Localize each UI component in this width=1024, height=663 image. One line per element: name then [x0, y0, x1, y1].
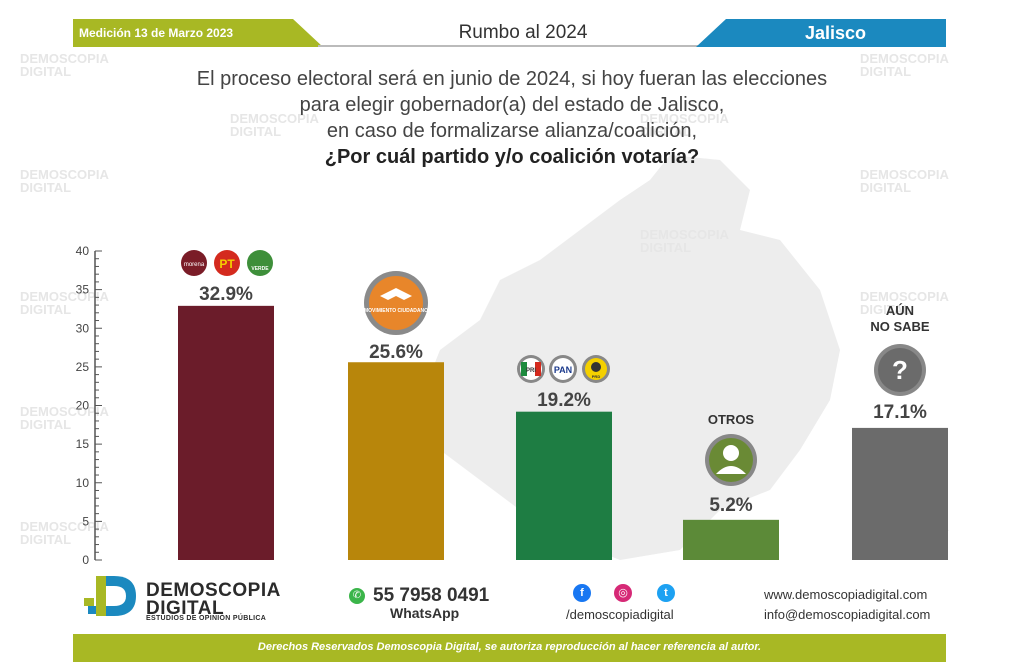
- svg-text:MOVIMIENTO CIUDADANO: MOVIMIENTO CIUDADANO: [364, 308, 428, 314]
- bar: [683, 519, 779, 560]
- header-bar: Medición 13 de Marzo 2023 Rumbo al 2024 …: [73, 19, 946, 47]
- svg-text:PAN: PAN: [554, 365, 572, 375]
- brand-name-line1: DEMOSCOPIA: [146, 580, 281, 601]
- pan-logo: PAN: [549, 355, 577, 383]
- verde-logo: VERDE: [247, 250, 273, 276]
- bar: [348, 362, 444, 560]
- instagram-icon[interactable]: ◎: [614, 584, 632, 602]
- question-line-4: ¿Por cuál partido y/o coalición votaría?: [324, 146, 700, 168]
- facebook-icon[interactable]: f: [573, 584, 591, 602]
- social-handle[interactable]: /demoscopiadigital: [566, 607, 674, 622]
- category-label: NO SABE: [870, 319, 930, 334]
- rights-bar: Derechos Reservados Demoscopia Digital, …: [73, 634, 946, 662]
- morena-logo: morena: [181, 250, 207, 276]
- phone-number[interactable]: 55 7958 0491: [373, 585, 490, 606]
- question-line-3: en caso de formalizarse alianza/coalició…: [326, 120, 698, 142]
- y-tick-label: 20: [76, 399, 90, 413]
- svg-text:PRI: PRI: [526, 368, 536, 374]
- email-link[interactable]: info@demoscopiadigital.com: [764, 607, 931, 622]
- question-line-2: para elegir gobernador(a) del estado de …: [299, 94, 725, 116]
- value-label: 17.1%: [873, 402, 927, 423]
- bar: [178, 305, 274, 560]
- y-tick-label: 30: [76, 321, 90, 335]
- state-banner: Jalisco: [696, 19, 946, 47]
- header-title: Rumbo al 2024: [458, 22, 588, 43]
- whatsapp-label: WhatsApp: [390, 605, 460, 621]
- bar: [516, 411, 612, 560]
- y-tick-label: 15: [76, 437, 90, 451]
- svg-text:VERDE: VERDE: [251, 266, 269, 272]
- whatsapp-icon[interactable]: ✆: [349, 588, 365, 604]
- pt-logo: PT: [214, 250, 240, 276]
- y-tick-label: 25: [76, 360, 90, 374]
- y-tick-label: 10: [76, 476, 90, 490]
- brand-tagline: ESTUDIOS DE OPINIÓN PÚBLICA: [146, 615, 267, 622]
- y-tick-label: 0: [82, 553, 89, 567]
- person-icon: [705, 434, 757, 486]
- brand-name-line2: DIGITAL: [146, 598, 225, 619]
- question-line-1: El proceso electoral será en junio de 20…: [196, 68, 828, 90]
- header-underline: [318, 45, 701, 47]
- state-label: Jalisco: [804, 23, 866, 43]
- movimiento-ciudadano-logo: MOVIMIENTO CIUDADANO: [364, 271, 428, 335]
- value-label: 25.6%: [369, 342, 423, 363]
- value-label: 5.2%: [709, 495, 752, 516]
- value-label: 32.9%: [199, 284, 253, 305]
- demoscopia-logo: [84, 576, 136, 616]
- twitter-icon[interactable]: t: [657, 584, 675, 602]
- svg-text:?: ?: [892, 355, 908, 385]
- svg-text:morena: morena: [184, 262, 205, 268]
- value-label: 19.2%: [537, 390, 591, 411]
- question-icon: ?: [874, 344, 926, 396]
- bar: [852, 427, 948, 560]
- y-tick-label: 35: [76, 283, 90, 297]
- prd-logo: PRD: [582, 355, 610, 383]
- date-label: Medición 13 de Marzo 2023: [79, 26, 234, 40]
- pri-logo: PRI: [517, 355, 545, 383]
- y-tick-label: 40: [76, 244, 90, 258]
- website-link[interactable]: www.demoscopiadigital.com: [764, 587, 928, 602]
- rights-text: Derechos Reservados Demoscopia Digital, …: [257, 641, 762, 653]
- svg-text:PT: PT: [219, 257, 235, 271]
- date-banner: Medición 13 de Marzo 2023: [73, 19, 323, 47]
- y-tick-label: 5: [82, 514, 89, 528]
- svg-text:PRD: PRD: [592, 374, 601, 379]
- category-label: OTROS: [708, 412, 755, 427]
- bar-chart: 0 5 10 15 20 25 30 35 40 32.9% 25.6% 19.2% 5.2% 17.1…: [76, 244, 948, 567]
- category-label: AÚN: [886, 303, 914, 318]
